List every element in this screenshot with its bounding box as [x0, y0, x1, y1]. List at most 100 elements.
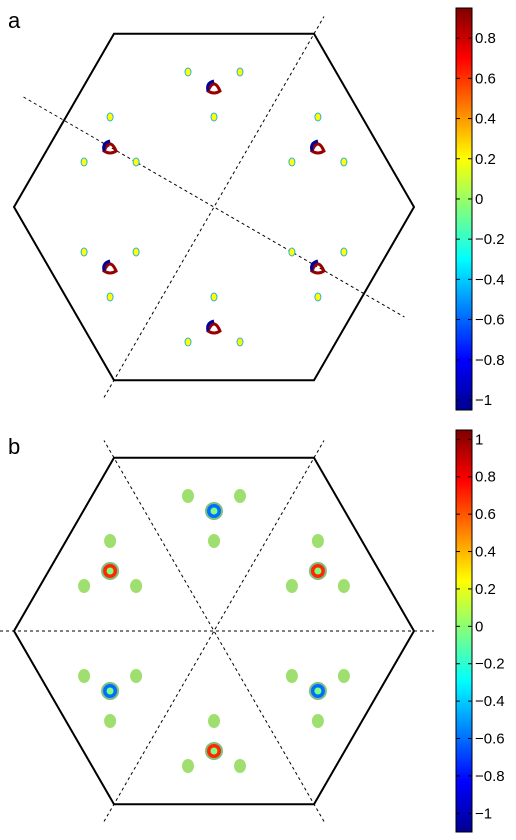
colorbar-tick-label: 0.8 — [475, 30, 496, 47]
brillouin-hexagon — [12, 32, 416, 382]
panel-label-a: a — [8, 8, 21, 33]
plot-b — [0, 440, 434, 822]
colorbar-tick-label: −0.6 — [475, 312, 505, 329]
satellite-blob — [104, 534, 117, 548]
cluster-tri-hot — [206, 82, 222, 95]
satellite-blob — [130, 669, 143, 683]
satellite-blob — [184, 67, 192, 77]
colorbar-tick-label: 0.2 — [475, 581, 496, 598]
vertex-cluster — [184, 67, 244, 122]
satellite-blob — [78, 579, 91, 593]
satellite-blob — [106, 292, 114, 302]
cluster-tri-cold — [102, 139, 111, 152]
vertex-cluster — [80, 112, 140, 167]
vertex-cluster — [80, 247, 140, 302]
colorbar-tick-label: −1 — [475, 392, 492, 409]
vertex-cluster — [78, 534, 143, 593]
satellite-blob — [311, 534, 324, 548]
satellite-blob — [78, 669, 91, 683]
colorbar-tick-label: −0.8 — [475, 768, 505, 785]
satellite-blob — [288, 157, 296, 167]
cluster-tri-cold — [102, 259, 111, 272]
vertex-cluster — [184, 292, 244, 347]
satellite-blob — [182, 489, 194, 503]
vertex-cluster — [285, 534, 350, 593]
satellite-blob — [340, 157, 348, 167]
colorbar-tick-label: 0.8 — [475, 469, 496, 486]
satellite-blob — [314, 112, 322, 122]
vertex-cluster — [285, 669, 350, 728]
vertex-cluster — [288, 112, 348, 167]
satellite-blob — [311, 714, 324, 728]
colorbar-tick-label: 0.6 — [475, 70, 496, 87]
satellite-blob — [210, 112, 218, 122]
cluster-core — [210, 507, 218, 515]
guide-line — [103, 440, 325, 822]
cluster-tri-hot — [102, 262, 118, 275]
vertex-cluster — [288, 247, 348, 302]
guide-line — [103, 440, 325, 822]
cluster-core — [106, 567, 114, 575]
colorbar-tick-label: 0.2 — [475, 151, 496, 168]
colorbar-gradient — [456, 8, 472, 410]
satellite-blob — [234, 489, 246, 503]
panel-label-b: b — [8, 434, 20, 459]
cluster-tri-cold — [206, 79, 215, 92]
colorbar-frame — [455, 7, 473, 411]
colorbar-tick-label: 0.6 — [475, 506, 496, 523]
satellite-blob — [340, 247, 348, 257]
colorbar-tick-label: −0.8 — [475, 352, 505, 369]
cluster-tri-hot — [206, 322, 222, 335]
cluster-core — [314, 687, 322, 695]
colorbar-tick-label: 0.4 — [475, 111, 496, 128]
cluster-tri-cold — [310, 259, 319, 272]
satellite-blob — [236, 67, 244, 77]
satellite-blob — [285, 579, 298, 593]
colorbar-a: 0.8 0.6 0.4 0.2 0 −0.2 −0.4 −0.6 −0.8 −1 — [455, 7, 505, 411]
satellite-blob — [285, 669, 298, 683]
satellite-blob — [80, 157, 88, 167]
colorbar-tick-label: −0.4 — [475, 271, 505, 288]
cluster-tri-hot — [310, 262, 326, 275]
cluster-tri-cold — [310, 139, 319, 152]
cluster-tri-hot — [102, 142, 118, 155]
vertex-cluster — [182, 489, 246, 548]
vertex-cluster — [78, 669, 143, 728]
colorbar-tick-label: −1 — [475, 805, 492, 822]
panel-a: a 0.8 0.6 0.4 0.2 0 −0.2 −0.4 −0.6 −0.8 −1 — [8, 7, 505, 411]
cluster-core — [210, 747, 218, 755]
colorbar-b: 1 0.8 0.6 0.4 0.2 0 −0.2 −0.4 −0.6 −0.8 −1 — [455, 429, 505, 833]
satellite-blob — [236, 337, 244, 347]
satellite-blob — [80, 247, 88, 257]
satellite-blob — [184, 337, 192, 347]
colorbar-gradient — [456, 430, 472, 832]
colorbar-tick-label: 1 — [475, 431, 483, 448]
colorbar-tick-label: −0.2 — [475, 231, 505, 248]
satellite-blob — [337, 669, 350, 683]
colorbar-frame — [455, 429, 473, 833]
colorbar-tick-label: 0 — [475, 191, 483, 208]
satellite-blob — [182, 759, 194, 773]
satellite-blob — [104, 714, 117, 728]
guide-line — [103, 16, 325, 398]
satellite-blob — [132, 247, 140, 257]
vertex-cluster — [182, 714, 246, 773]
cluster-tri-hot — [310, 142, 326, 155]
satellite-blob — [208, 714, 220, 728]
plot-a — [12, 16, 416, 398]
satellite-blob — [130, 579, 143, 593]
satellite-blob — [132, 157, 140, 167]
satellite-blob — [337, 579, 350, 593]
satellite-blob — [288, 247, 296, 257]
cluster-tri-cold — [206, 319, 215, 332]
satellite-blob — [210, 292, 218, 302]
cluster-core — [106, 687, 114, 695]
colorbar-tick-label: −0.6 — [475, 731, 505, 748]
cluster-core — [314, 567, 322, 575]
satellite-blob — [314, 292, 322, 302]
satellite-blob — [208, 534, 220, 548]
colorbar-tick-label: −0.4 — [475, 693, 505, 710]
colorbar-tick-label: 0.4 — [475, 544, 496, 561]
colorbar-tick-label: −0.2 — [475, 656, 505, 673]
